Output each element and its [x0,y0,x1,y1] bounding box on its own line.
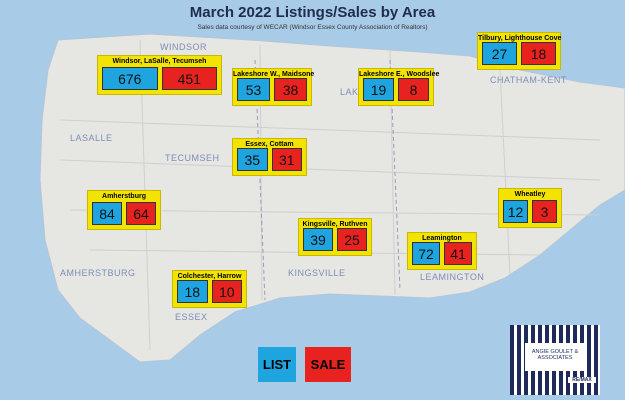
legend-list: LIST [258,347,296,382]
area-callout: Lakeshore W., Maidsone 53 38 [232,68,315,106]
subtitle: Sales data courtesy of WECAR (Windsor Es… [197,24,428,31]
boundary [254,59,266,301]
area-callout: Amherstburg 84 64 [87,190,161,230]
place-label: LASALLE [70,133,113,143]
area-callout: Kingsville, Ruthven 39 25 [298,218,372,256]
list-count: 35 [237,148,268,171]
area-name: Essex, Cottam [245,141,294,148]
sale-count: 451 [161,67,217,90]
area-name: Kingsville, Ruthven [302,221,368,228]
area-callout: Colchester, Harrow 18 10 [172,270,247,308]
area-name: Lakeshore W., Maidsone [233,71,315,78]
sale-count: 64 [126,202,156,225]
sale-count: 31 [271,148,302,171]
area-name: Tilbury, Lighthouse Cove [478,35,562,42]
logo: ANGIE GOULET & ASSOCIATES RE/MAX [510,325,600,395]
area-name: Lakeshore E., Woodslee [359,71,440,78]
sale-count: 38 [274,78,307,101]
area-name: Amherstburg [102,193,146,200]
list-count: 18 [177,280,208,303]
area-callout: Wheatley 12 3 [498,188,562,228]
area-callout: Windsor, LaSalle, Tecumseh 676 451 [97,55,222,95]
list-count: 19 [363,78,394,101]
area-callout: Lakeshore E., Woodslee 19 8 [358,68,440,106]
list-count: 53 [237,78,270,101]
logo-brand: RE/MAX [568,377,596,383]
sale-count: 8 [398,78,429,101]
sale-count: 25 [337,228,367,251]
sale-count: 3 [532,200,557,223]
list-count: 676 [102,67,158,90]
place-label: ESSEX [175,312,208,322]
place-label: TECUMSEH [165,153,220,163]
list-count: 39 [303,228,333,251]
logo-name: ANGIE GOULET & ASSOCIATES [525,343,585,371]
place-label: KINGSVILLE [288,268,346,278]
legend-sale: SALE [305,347,351,382]
place-label: CHATHAM-KENT [490,75,567,85]
sale-count: 18 [521,42,556,65]
area-callout: Tilbury, Lighthouse Cove 27 18 [477,32,561,70]
area-name: Colchester, Harrow [177,273,242,280]
title: March 2022 Listings/Sales by Area [189,4,436,21]
area-name: Windsor, LaSalle, Tecumseh [112,58,207,65]
area-callout: Essex, Cottam 35 31 [232,138,307,176]
list-count: 72 [412,242,440,265]
place-label: LAK [340,87,359,97]
sale-count: 10 [211,280,242,303]
place-label: LEAMINGTON [420,272,485,282]
place-label: WINDSOR [160,42,207,52]
sale-count: 41 [444,242,472,265]
list-count: 84 [92,202,122,225]
place-label: AMHERSTBURG [60,268,136,278]
area-name: Wheatley [514,191,546,198]
list-count: 27 [482,42,517,65]
area-callout: Leamington 72 41 [407,232,477,270]
area-name: Leamington [422,235,462,242]
list-count: 12 [503,200,528,223]
